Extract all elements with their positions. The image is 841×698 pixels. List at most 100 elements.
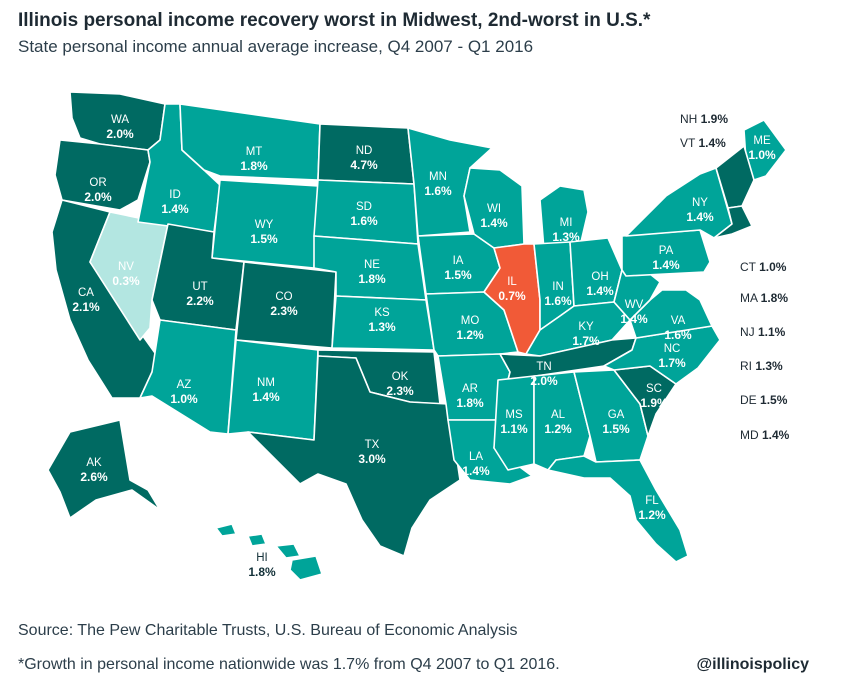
side-label-ma: MA 1.8% [740, 291, 788, 305]
state-value: 2.1% [72, 300, 100, 314]
state-value: 2.0% [84, 190, 112, 204]
side-value: 1.1% [758, 325, 786, 339]
state-label-mt: MT 1.8% [240, 146, 268, 173]
side-value: 1.3% [755, 359, 783, 373]
state-value: 2.0% [106, 127, 134, 141]
state-abbr: HI [256, 552, 268, 564]
state-label-tn: TN 2.0% [530, 361, 558, 388]
side-label-nj: NJ 1.1% [740, 325, 786, 339]
state-label-me: ME 1.0% [748, 135, 776, 162]
state-value: 1.4% [462, 464, 490, 478]
side-abbr: MD [740, 428, 762, 442]
state-shape-hi1 [215, 523, 237, 537]
state-label-wv: WV 1.4% [620, 299, 648, 326]
state-value: 1.8% [248, 565, 276, 579]
state-abbr: ND [356, 145, 373, 157]
state-label-id: ID 1.4% [161, 189, 189, 216]
state-abbr: LA [469, 451, 483, 463]
state-shape-tx [247, 355, 461, 557]
state-value: 1.4% [686, 210, 714, 224]
state-value: 1.0% [170, 392, 198, 406]
state-label-oh: OH 1.4% [586, 271, 614, 298]
side-value: 1.8% [761, 291, 789, 305]
state-value: 1.3% [368, 320, 396, 334]
state-label-la: LA 1.4% [462, 451, 490, 478]
state-label-va: VA 1.6% [664, 315, 692, 342]
state-label-ne: NE 1.8% [358, 259, 386, 286]
state-label-ca: CA 2.1% [72, 287, 100, 314]
state-abbr: NV [118, 261, 134, 273]
state-abbr: KY [578, 321, 594, 333]
state-abbr: AL [551, 409, 566, 421]
state-label-pa: PA 1.4% [652, 245, 680, 272]
state-abbr: GA [608, 409, 625, 421]
side-abbr: VT [680, 136, 698, 150]
state-abbr: FL [645, 495, 659, 507]
state-value: 1.8% [240, 159, 268, 173]
state-abbr: SC [646, 383, 662, 395]
state-label-ny: NY 1.4% [686, 197, 714, 224]
state-abbr: KS [374, 307, 390, 319]
state-label-in: IN 1.6% [544, 281, 572, 308]
state-value: 2.0% [530, 374, 558, 388]
state-label-nc: NC 1.7% [658, 343, 686, 370]
state-label-nv: NV 0.3% [112, 261, 140, 288]
state-value: 2.3% [386, 384, 414, 398]
side-abbr: CT [740, 260, 759, 274]
state-shape-hi4 [289, 555, 323, 581]
state-label-ms: MS 1.1% [500, 409, 528, 436]
state-abbr: MS [505, 409, 523, 421]
state-value: 1.0% [748, 148, 776, 162]
state-abbr: NC [664, 343, 681, 355]
state-shape-ny [625, 167, 733, 239]
state-label-co: CO 2.3% [270, 291, 298, 318]
state-value: 1.7% [572, 334, 600, 348]
state-shape-ne_sm [713, 205, 753, 239]
side-label-ri: RI 1.3% [740, 359, 783, 373]
side-abbr: DE [740, 393, 760, 407]
state-shape-hi3 [275, 543, 301, 559]
state-abbr: MT [246, 146, 263, 158]
state-shape-wi [463, 167, 525, 249]
state-value: 2.3% [270, 304, 298, 318]
state-abbr: NY [692, 197, 708, 209]
side-label-nh: NH 1.9% [680, 112, 728, 126]
state-abbr: PA [659, 245, 674, 257]
side-value: 1.4% [762, 428, 790, 442]
state-abbr: IL [507, 276, 517, 288]
state-value: 0.3% [112, 274, 140, 288]
state-label-nd: ND 4.7% [350, 145, 378, 172]
state-value: 1.4% [480, 216, 508, 230]
side-value: 1.4% [698, 136, 726, 150]
state-abbr: ME [753, 135, 771, 147]
state-label-nm: NM 1.4% [252, 377, 280, 404]
state-abbr: AZ [177, 379, 192, 391]
state-value: 1.8% [358, 272, 386, 286]
brand-handle: @illinoispolicy [696, 656, 809, 673]
state-value: 1.6% [350, 214, 378, 228]
state-value: 1.8% [456, 396, 484, 410]
side-label-de: DE 1.5% [740, 393, 788, 407]
state-label-ar: AR 1.8% [456, 383, 484, 410]
side-abbr: MA [740, 291, 761, 305]
state-abbr: VA [671, 315, 686, 327]
state-label-wi: WI 1.4% [480, 203, 508, 230]
state-value: 1.7% [658, 356, 686, 370]
state-abbr: TX [365, 439, 380, 451]
state-label-ak: AK 2.6% [80, 457, 108, 484]
side-value: 1.9% [701, 112, 729, 126]
state-value: 2.6% [80, 470, 108, 484]
side-abbr: NH [680, 112, 701, 126]
state-label-ky: KY 1.7% [572, 321, 600, 348]
state-label-mo: MO 1.2% [456, 315, 484, 342]
state-abbr: ID [169, 189, 181, 201]
state-shape-ak [47, 419, 161, 519]
state-value: 1.5% [602, 422, 630, 436]
state-abbr: MN [429, 171, 447, 183]
state-abbr: WY [255, 219, 274, 231]
state-label-fl: FL 1.2% [638, 495, 666, 522]
state-value: 1.6% [544, 294, 572, 308]
state-abbr: MI [560, 217, 573, 229]
state-value: 1.6% [664, 328, 692, 342]
state-shape-va [629, 289, 713, 339]
